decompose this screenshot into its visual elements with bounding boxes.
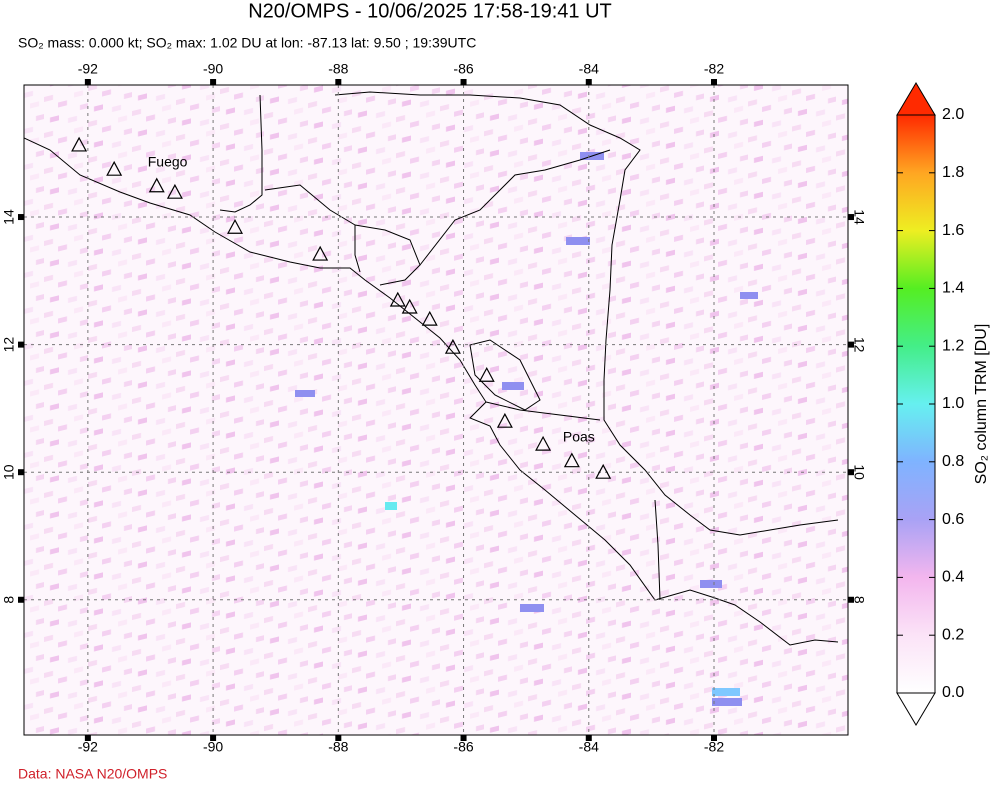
x-tick-label: -92 bbox=[78, 61, 98, 77]
so2-field bbox=[24, 85, 848, 735]
volcano bbox=[535, 435, 552, 451]
colorbar-tick-label: 2.0 bbox=[942, 106, 964, 123]
volcano bbox=[595, 463, 612, 479]
x-tick-label: -82 bbox=[704, 739, 724, 755]
x-tick-label: -86 bbox=[453, 61, 473, 77]
volcano bbox=[563, 452, 580, 468]
colorbar-scale bbox=[896, 114, 936, 694]
colorbar-tick-label: 1.6 bbox=[942, 222, 964, 239]
x-tick-label: -86 bbox=[453, 739, 473, 755]
x-tick-label: -92 bbox=[78, 739, 98, 755]
volcano-label: Poas bbox=[563, 428, 595, 444]
volcano bbox=[389, 291, 406, 307]
colorbar-tick-label: 1.2 bbox=[942, 337, 964, 354]
x-tick-label: -90 bbox=[203, 739, 223, 755]
map-frame bbox=[23, 84, 849, 736]
colorbar-tick-label: 1.0 bbox=[942, 395, 964, 412]
y-tick-label: 14 bbox=[1, 209, 17, 225]
colorbar bbox=[896, 82, 936, 726]
title: N20/OMPS - 10/06/2025 17:58-19:41 UT bbox=[248, 0, 612, 22]
colorbar-label: SO₂ column TRM [DU] bbox=[973, 324, 990, 485]
colorbar-tick-label: 0.2 bbox=[942, 626, 964, 643]
x-tick-label: -90 bbox=[203, 61, 223, 77]
y-tick-label: 12 bbox=[1, 337, 17, 353]
y-tick-label: 8 bbox=[851, 596, 867, 604]
y-tick-label: 10 bbox=[1, 464, 17, 480]
volcano bbox=[312, 245, 329, 261]
y-tick-label: 8 bbox=[1, 596, 17, 604]
x-tick-label: -82 bbox=[704, 61, 724, 77]
volcano-label: Fuego bbox=[148, 153, 188, 169]
volcanoes: Fuego Poas bbox=[71, 136, 612, 479]
volcano bbox=[421, 310, 438, 326]
volcano bbox=[444, 338, 461, 354]
colorbar-tick-label: 1.4 bbox=[942, 280, 964, 297]
x-tick-label: -84 bbox=[579, 61, 599, 77]
y-tick-label: 12 bbox=[851, 337, 867, 353]
volcano bbox=[106, 160, 123, 176]
coastlines bbox=[24, 91, 839, 646]
y-tick-label: 14 bbox=[851, 209, 867, 225]
colorbar-tick-label: 0.8 bbox=[942, 453, 964, 470]
subtitle: SO₂ mass: 0.000 kt; SO₂ max: 1.02 DU at … bbox=[18, 35, 476, 51]
volcano bbox=[496, 412, 513, 428]
grid bbox=[24, 85, 848, 735]
volcano bbox=[227, 218, 244, 234]
volcano bbox=[166, 183, 183, 199]
volcano bbox=[148, 177, 165, 193]
colorbar-tick-label: 0.0 bbox=[942, 684, 964, 701]
volcano bbox=[71, 136, 88, 152]
credit: Data: NASA N20/OMPS bbox=[18, 766, 167, 782]
volcano bbox=[478, 366, 495, 382]
x-tick-label: -88 bbox=[328, 61, 348, 77]
map-area: Fuego Poas bbox=[24, 85, 848, 735]
colorbar-tick-label: 0.4 bbox=[942, 569, 964, 586]
x-tick-label: -88 bbox=[328, 739, 348, 755]
y-tick-label: 10 bbox=[851, 464, 867, 480]
x-tick-label: -84 bbox=[579, 739, 599, 755]
colorbar-bottom-extension bbox=[896, 692, 936, 726]
colorbar-tick-label: 1.8 bbox=[942, 164, 964, 181]
colorbar-tick-label: 0.6 bbox=[942, 511, 964, 528]
colorbar-top-extension bbox=[896, 82, 936, 116]
volcano bbox=[401, 298, 418, 314]
